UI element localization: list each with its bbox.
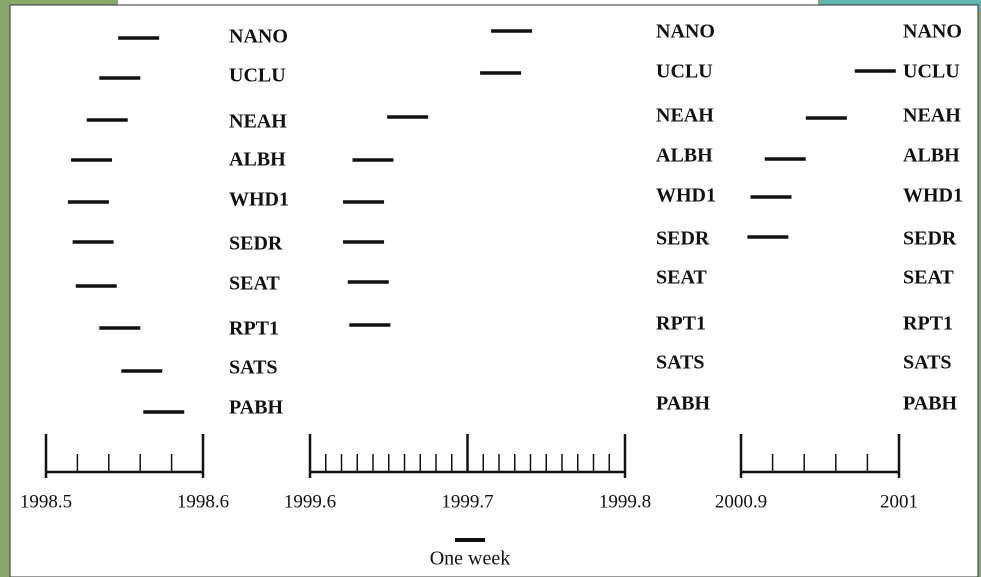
station-label: RPT1 bbox=[656, 313, 706, 335]
station-label: RPT1 bbox=[903, 313, 953, 335]
station-label: UCLU bbox=[903, 61, 960, 83]
station-label: SATS bbox=[903, 352, 952, 374]
station-label: SEDR bbox=[656, 228, 710, 250]
figure: One week NANO UCLU NEAH ALBH WHD1 SEDR SEAT RPT… bbox=[0, 0, 981, 577]
station-label: NEAH bbox=[229, 111, 287, 133]
station-label: NANO bbox=[656, 21, 715, 43]
station-label: PABH bbox=[229, 397, 284, 419]
station-label: RPT1 bbox=[229, 318, 279, 340]
station-label: SEDR bbox=[903, 228, 957, 250]
tick: 1998.6 bbox=[177, 491, 229, 512]
station-label: SEAT bbox=[903, 267, 954, 289]
tick: 1998.5 bbox=[20, 491, 72, 512]
station-label: ALBH bbox=[903, 145, 960, 167]
station-label: ALBH bbox=[656, 145, 713, 167]
station-label: UCLU bbox=[229, 65, 286, 87]
tick: 2000.9 bbox=[715, 491, 767, 512]
station-label: ALBH bbox=[229, 149, 286, 171]
station-label: SEAT bbox=[656, 267, 707, 289]
tick: 1999.7 bbox=[441, 491, 493, 512]
station-label: PABH bbox=[656, 393, 711, 415]
scale-label: One week bbox=[430, 548, 511, 570]
station-label: WHD1 bbox=[229, 189, 289, 211]
page: One week NANO UCLU NEAH ALBH WHD1 SEDR SEAT RPT… bbox=[0, 0, 981, 577]
station-label: PABH bbox=[903, 393, 958, 415]
tick: 1999.6 bbox=[284, 491, 336, 512]
station-label: NANO bbox=[229, 26, 288, 48]
figure-panel bbox=[10, 5, 978, 577]
station-label: WHD1 bbox=[903, 185, 963, 207]
station-label: SATS bbox=[229, 357, 278, 379]
tick: 1999.8 bbox=[599, 491, 651, 512]
station-label: NEAH bbox=[903, 105, 961, 127]
station-label: SATS bbox=[656, 352, 705, 374]
tick: 2001 bbox=[880, 491, 918, 512]
station-label: UCLU bbox=[656, 61, 713, 83]
station-label: SEDR bbox=[229, 233, 283, 255]
station-label: NEAH bbox=[656, 105, 714, 127]
station-label: WHD1 bbox=[656, 185, 716, 207]
station-label: NANO bbox=[903, 21, 962, 43]
station-label: SEAT bbox=[229, 273, 280, 295]
